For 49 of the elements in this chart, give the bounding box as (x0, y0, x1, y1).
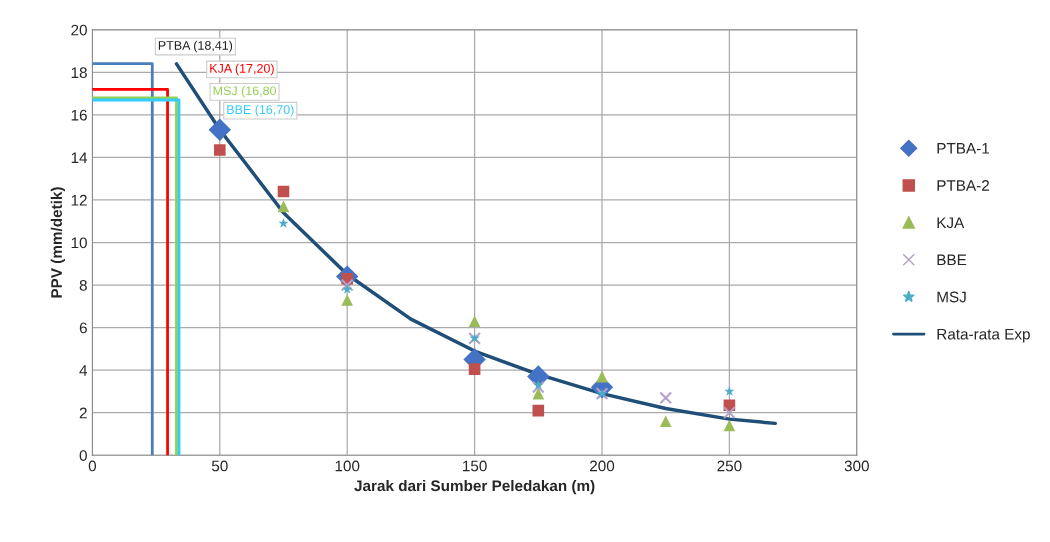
y-tick-label: 8 (79, 279, 87, 291)
y-tick-label: 12 (71, 194, 87, 206)
point (278, 218, 289, 228)
x-tick-label: 300 (844, 460, 869, 472)
x-axis-title: Jarak dari Sumber Peledakan (m) (354, 479, 595, 495)
annotation: KJA (17,20) (210, 63, 274, 76)
x-tick-label: 50 (211, 460, 228, 472)
point (213, 144, 226, 156)
y-tick-label: 16 (71, 109, 87, 121)
y-tick-label: 18 (71, 67, 87, 79)
point (533, 379, 544, 390)
legend-label: PTBA-2 (937, 180, 989, 191)
x-tick-label: 100 (335, 460, 360, 472)
point (468, 363, 481, 375)
point (342, 283, 353, 294)
annotation: PTBA (18,41) (158, 40, 233, 53)
x-tick-label: 200 (590, 460, 615, 472)
legend-label: Rata-rata Exp (937, 328, 1030, 343)
x-tick-label: 0 (88, 460, 97, 472)
legend-label: KJA (937, 217, 965, 229)
y-tick-label: 6 (79, 322, 87, 334)
point (532, 387, 545, 400)
y-tick-label: 4 (79, 365, 88, 376)
point (277, 200, 290, 213)
point (532, 404, 545, 417)
point (468, 315, 481, 328)
point (723, 419, 736, 432)
annotation: MSJ (16,80 (213, 86, 277, 98)
legend-label: PTBA-1 (937, 143, 989, 154)
point (277, 185, 290, 198)
point (659, 415, 672, 428)
annotation: BBE (16,70) (227, 104, 294, 117)
y-tick-label: 0 (79, 450, 87, 461)
x-tick-label: 150 (463, 460, 487, 472)
legend-label: MSJ (937, 291, 966, 303)
point (208, 118, 231, 141)
y-axis-title: PPV (mm/detik) (50, 187, 65, 298)
y-tick-label: 14 (71, 152, 88, 163)
y-tick-label: 2 (79, 407, 87, 419)
point (531, 380, 545, 394)
y-tick-label: 10 (71, 237, 87, 249)
legend-label: BBE (937, 254, 967, 266)
x-tick-label: 250 (717, 460, 742, 472)
point (341, 294, 354, 306)
point (659, 391, 673, 405)
point (724, 386, 735, 396)
point (340, 278, 354, 292)
y-tick-label: 20 (71, 24, 87, 36)
point (722, 406, 736, 420)
